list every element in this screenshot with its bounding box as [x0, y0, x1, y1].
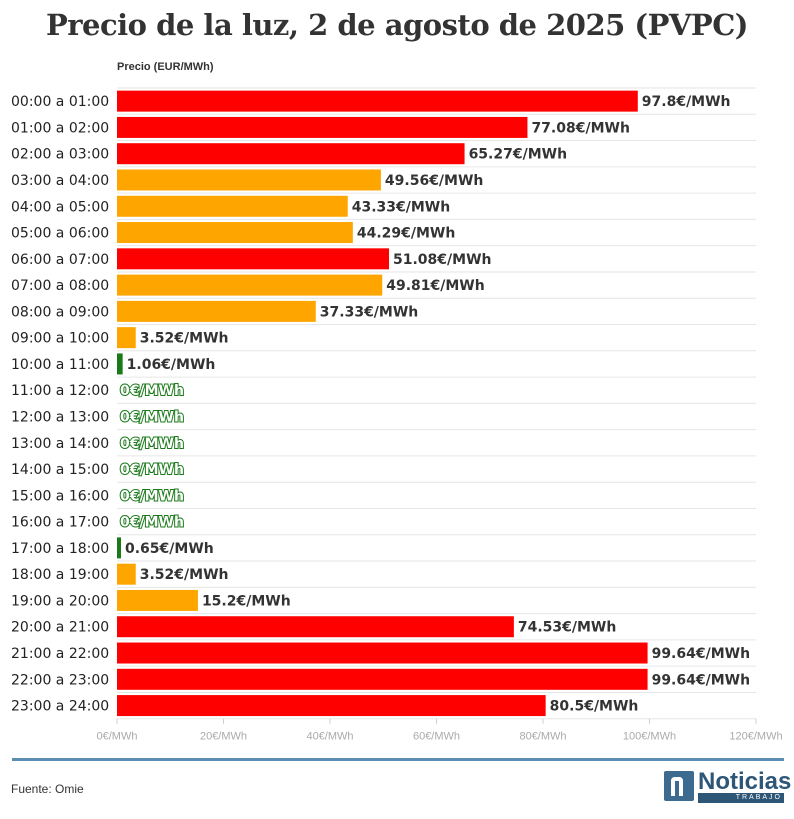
- data-label: 49.81€/MWh: [386, 278, 484, 294]
- bar: [117, 537, 121, 559]
- bar: [117, 642, 648, 664]
- data-label: 0€/MWh: [120, 462, 184, 478]
- bar: [117, 695, 546, 717]
- x-tick-label: 0€/MWh: [97, 731, 138, 743]
- bar: [117, 195, 348, 217]
- category-label: 22:00 a 23:00: [11, 672, 109, 688]
- category-label: 19:00 a 20:00: [11, 593, 109, 609]
- bar-chart: 0€/MWh 20€/MWh 40€/MWh 60€/MWh 80€/MWh 100€/M…: [11, 87, 783, 743]
- data-label: 74.53€/MWh: [518, 620, 616, 636]
- category-label: 13:00 a 14:00: [11, 436, 109, 452]
- category-label: 17:00 a 18:00: [11, 541, 109, 557]
- category-label: 08:00 a 09:00: [11, 304, 109, 320]
- data-label: 0€/MWh: [120, 410, 184, 426]
- category-label: 03:00 a 04:00: [11, 173, 109, 189]
- category-label: 18:00 a 19:00: [11, 567, 109, 583]
- category-label: 16:00 a 17:00: [11, 515, 109, 531]
- bar: [117, 90, 638, 112]
- data-label: 80.5€/MWh: [550, 699, 639, 715]
- bar: [117, 327, 136, 349]
- category-label: 06:00 a 07:00: [11, 252, 109, 268]
- category-label: 04:00 a 05:00: [11, 199, 109, 215]
- category-label: 12:00 a 13:00: [11, 410, 109, 426]
- bar: [117, 616, 514, 638]
- bar: [117, 353, 123, 375]
- category-label: 15:00 a 16:00: [11, 488, 109, 504]
- footer-divider: [12, 758, 784, 761]
- data-label: 15.2€/MWh: [202, 593, 291, 609]
- category-label: 20:00 a 21:00: [11, 620, 109, 636]
- category-label: 21:00 a 22:00: [11, 646, 109, 662]
- bar: [117, 300, 316, 322]
- data-label: 3.52€/MWh: [140, 331, 229, 347]
- bar: [117, 169, 381, 191]
- x-tick-label: 120€/MWh: [729, 731, 782, 743]
- bar: [117, 143, 465, 165]
- data-label: 0.65€/MWh: [125, 541, 214, 557]
- category-label: 09:00 a 10:00: [11, 331, 109, 347]
- bar: [117, 274, 383, 296]
- data-label: 99.64€/MWh: [652, 646, 750, 662]
- y-axis-title: Precio (EUR/MWh): [117, 61, 214, 73]
- data-label: 51.08€/MWh: [393, 252, 491, 268]
- data-label: 1.06€/MWh: [127, 357, 216, 373]
- category-label: 23:00 a 24:00: [11, 699, 109, 715]
- data-label: 77.08€/MWh: [531, 120, 629, 136]
- bar: [117, 589, 198, 611]
- category-label: 05:00 a 06:00: [11, 226, 109, 242]
- logo-wordmark: Noticias: [698, 768, 792, 795]
- data-label: 97.8€/MWh: [642, 94, 731, 110]
- x-tick-label: 80€/MWh: [519, 731, 566, 743]
- data-label: 0€/MWh: [120, 515, 184, 531]
- data-label: 37.33€/MWh: [320, 304, 418, 320]
- category-label: 10:00 a 11:00: [11, 357, 109, 373]
- source-note: Fuente: Omie: [11, 782, 84, 796]
- data-label: 44.29€/MWh: [357, 226, 455, 242]
- logo-icon: [664, 771, 694, 801]
- bar: [117, 668, 648, 690]
- bar: [117, 248, 390, 270]
- category-label: 07:00 a 08:00: [11, 278, 109, 294]
- data-label: 0€/MWh: [120, 383, 184, 399]
- category-label: 00:00 a 01:00: [11, 94, 109, 110]
- noticias-trabajo-logo: Noticias TRABAJO: [664, 768, 791, 804]
- data-label: 49.56€/MWh: [385, 173, 483, 189]
- category-label: 11:00 a 12:00: [11, 383, 109, 399]
- logo-subtitle: TRABAJO: [698, 793, 784, 803]
- category-label: 01:00 a 02:00: [11, 120, 109, 136]
- data-label: 99.64€/MWh: [652, 672, 750, 688]
- data-label: 43.33€/MWh: [352, 199, 450, 215]
- category-label: 14:00 a 15:00: [11, 462, 109, 478]
- x-tick-label: 60€/MWh: [413, 731, 460, 743]
- data-label: 65.27€/MWh: [469, 147, 567, 163]
- x-tick-label: 100€/MWh: [623, 731, 676, 743]
- data-label: 3.52€/MWh: [140, 567, 229, 583]
- chart-title: Precio de la luz, 2 de agosto de 2025 (P…: [45, 8, 749, 42]
- x-tick-label: 20€/MWh: [200, 731, 247, 743]
- x-tick-label: 40€/MWh: [306, 731, 353, 743]
- bar: [117, 222, 353, 244]
- category-label: 02:00 a 03:00: [11, 147, 109, 163]
- bar: [117, 563, 136, 585]
- bar: [117, 116, 528, 138]
- data-label: 0€/MWh: [120, 488, 184, 504]
- data-label: 0€/MWh: [120, 436, 184, 452]
